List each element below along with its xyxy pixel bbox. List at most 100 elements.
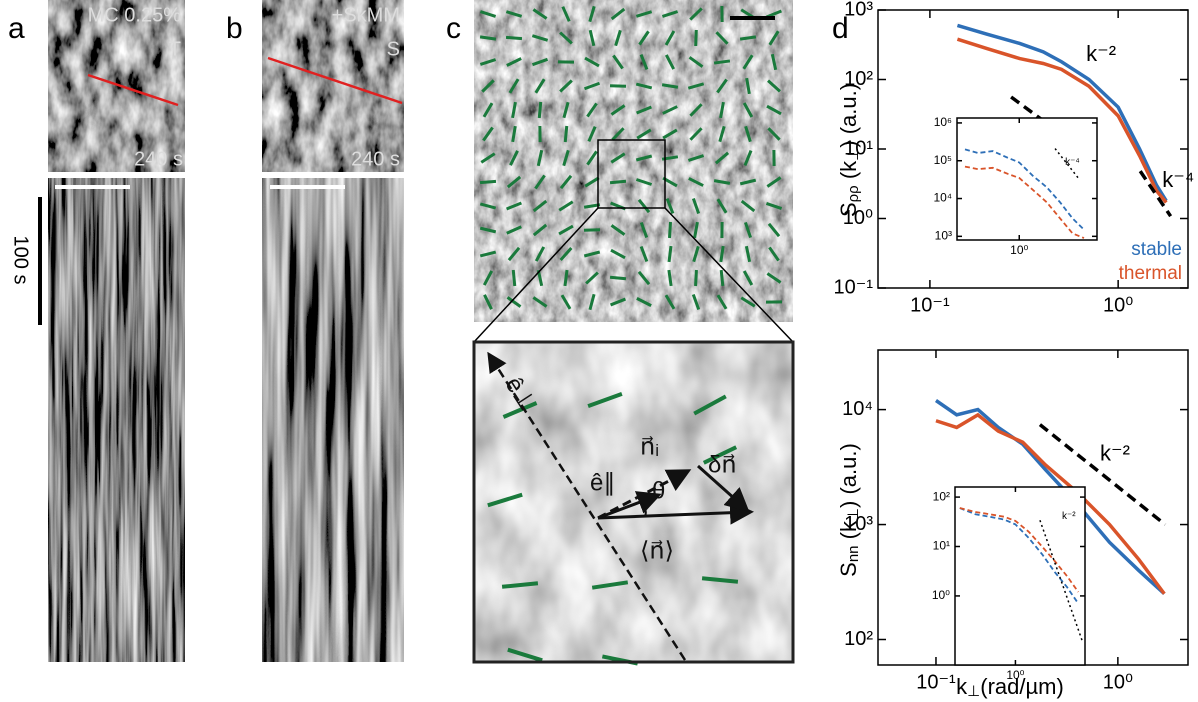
director: [583, 250, 601, 258]
axis-arrow: [487, 351, 687, 661]
director: [480, 152, 496, 164]
director: [536, 149, 544, 167]
director: [687, 154, 705, 162]
symbol: δn⃗: [708, 451, 737, 478]
angle-arc: [639, 501, 647, 517]
y-label-part: S: [836, 562, 861, 577]
y-label-part: (k: [836, 160, 861, 185]
zoom-frame: [472, 340, 795, 664]
director: [482, 102, 494, 118]
director: [637, 270, 651, 286]
y-label: Snn (k⊥) (a.u.): [836, 443, 863, 577]
guide-line: [1054, 148, 1080, 180]
director: [639, 54, 649, 70]
director: [532, 223, 548, 237]
director: [481, 79, 495, 93]
director: [507, 647, 543, 663]
director: [609, 179, 627, 185]
director: [667, 269, 673, 287]
director: [610, 7, 626, 21]
y-tick-label: 10¹: [933, 539, 950, 553]
director: [479, 226, 497, 234]
symbol: n⃗ᵢ: [640, 433, 659, 460]
director: [766, 272, 782, 284]
director: [636, 297, 652, 307]
director: [766, 104, 782, 116]
director: [689, 7, 703, 21]
director: [701, 576, 739, 584]
director: [744, 221, 752, 239]
director: [610, 248, 626, 260]
time-scale: 100 s: [10, 236, 32, 285]
director: [532, 8, 548, 20]
x-tick-label: 10⁰: [1103, 671, 1133, 693]
director: [507, 246, 521, 262]
director: [610, 104, 626, 116]
y-tick-label: 10²: [933, 489, 950, 503]
director: [770, 53, 778, 71]
panel-label: a: [8, 12, 25, 45]
director: [702, 445, 738, 465]
director: [636, 128, 652, 140]
director: [561, 6, 571, 22]
x-tick-label: 10⁰: [1006, 668, 1024, 682]
director: [718, 125, 726, 143]
director: [637, 198, 651, 214]
time: 240 s: [351, 148, 400, 170]
y-tick-label: 10⁻¹: [834, 276, 874, 298]
director-field: [479, 5, 783, 311]
director: [560, 294, 572, 310]
panel-label: b: [226, 12, 243, 45]
symbol: θ: [652, 477, 665, 504]
director: [635, 178, 653, 186]
director: [740, 199, 756, 213]
director: [614, 29, 622, 47]
director: [688, 56, 704, 68]
director: [559, 79, 573, 93]
director: [662, 128, 678, 140]
x-tick-label: 10⁻¹: [916, 671, 956, 693]
director: [585, 271, 599, 285]
guide-label: k⁻²: [1100, 440, 1130, 465]
director: [559, 174, 573, 190]
director: [768, 246, 780, 262]
x-label-part: (rad/µm): [980, 674, 1064, 699]
director-field: [487, 391, 739, 666]
director: [689, 103, 703, 117]
director: [559, 247, 573, 261]
director: [479, 58, 497, 66]
y-tick-label: 10¹: [844, 137, 873, 159]
y-tick-label: 10⁴: [842, 398, 873, 420]
director: [511, 101, 517, 119]
director: [719, 101, 725, 119]
director: [638, 30, 650, 46]
director: [744, 125, 752, 143]
director: [584, 56, 600, 68]
director: [635, 10, 653, 18]
director: [506, 201, 522, 211]
director: [563, 269, 569, 287]
director: [740, 296, 756, 308]
unit-arrow: [597, 491, 662, 520]
director: [661, 83, 679, 89]
legend-entry: stable: [1131, 239, 1182, 260]
director: [739, 35, 757, 41]
director: [511, 269, 517, 287]
director: [502, 401, 538, 419]
director: [693, 221, 699, 239]
director: [610, 152, 626, 164]
director: [665, 198, 675, 214]
guide-label: k⁻⁴: [1065, 157, 1080, 168]
director: [586, 102, 598, 118]
kymo-cut: [267, 56, 403, 105]
director: [479, 10, 497, 18]
director: [534, 174, 546, 190]
director: [587, 126, 597, 142]
director: [609, 275, 627, 281]
x-tick-label: 10⁻¹: [910, 294, 950, 316]
director: [667, 245, 673, 263]
y-label-part: S: [836, 202, 861, 217]
director: [742, 54, 754, 70]
y-tick-label: 10⁶: [934, 115, 952, 129]
director: [534, 246, 546, 262]
